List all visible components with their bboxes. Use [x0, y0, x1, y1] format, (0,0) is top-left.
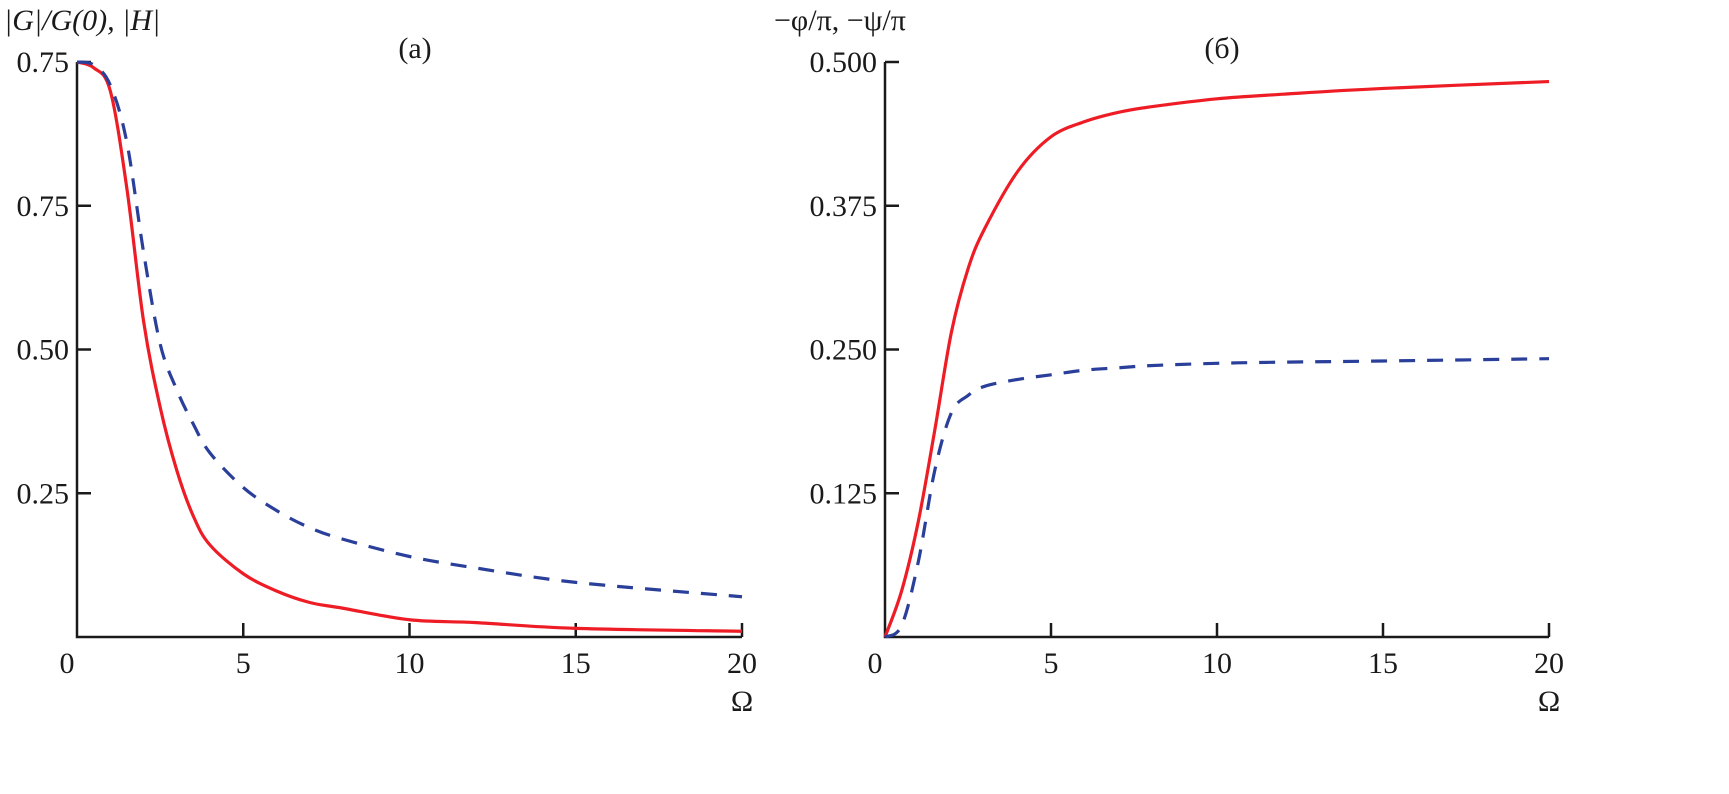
x-tick-label: 10 [395, 647, 425, 680]
axis-lines [883, 62, 1549, 639]
panel-2: 0.500 0.375 0.250 0.125 0 5 10 15 20 −φ/π, −ψ/π Ω (… [774, 4, 1564, 718]
solid-series-line [76, 60, 743, 633]
x-tick-label: 5 [236, 647, 251, 680]
dashed-series-line [884, 357, 1550, 639]
x-tick-label: 15 [561, 647, 591, 680]
y-tick-label: 0.75 [17, 190, 70, 223]
x-tick-label: 10 [1202, 647, 1232, 680]
y-tick-label: 0.250 [810, 334, 878, 367]
y-tick-label: 0.375 [810, 190, 878, 223]
x-axis-label: Ω [1538, 685, 1560, 718]
y-tick-label: 0.50 [17, 334, 70, 367]
y-tick-label: 0.25 [17, 477, 70, 510]
y-tick-label: 0.75 [17, 46, 70, 79]
x-axis-label: Ω [731, 685, 753, 718]
panel-1: 0.75 0.75 0.50 0.25 0 5 10 15 20 |G|/G(0), |H| Ω (a… [4, 4, 757, 718]
y-axis-label: |G|/G(0), |H| [4, 4, 160, 37]
x-tick-label: 20 [1534, 647, 1564, 680]
axis-lines [75, 62, 742, 639]
x-tick-label: 0 [868, 647, 883, 680]
x-tick-label: 5 [1044, 647, 1059, 680]
x-tick-label: 15 [1368, 647, 1398, 680]
y-tick-label: 0.500 [810, 46, 878, 79]
panel-label: (a) [398, 32, 431, 65]
solid-series-line [883, 79, 1550, 638]
y-tick-label: 0.125 [810, 477, 878, 510]
y-axis-label: −φ/π, −ψ/π [774, 4, 906, 37]
dashed-series-line [76, 60, 743, 599]
panel-label: (б) [1204, 32, 1239, 65]
x-tick-label: 0 [60, 647, 75, 680]
x-tick-label: 20 [727, 647, 757, 680]
